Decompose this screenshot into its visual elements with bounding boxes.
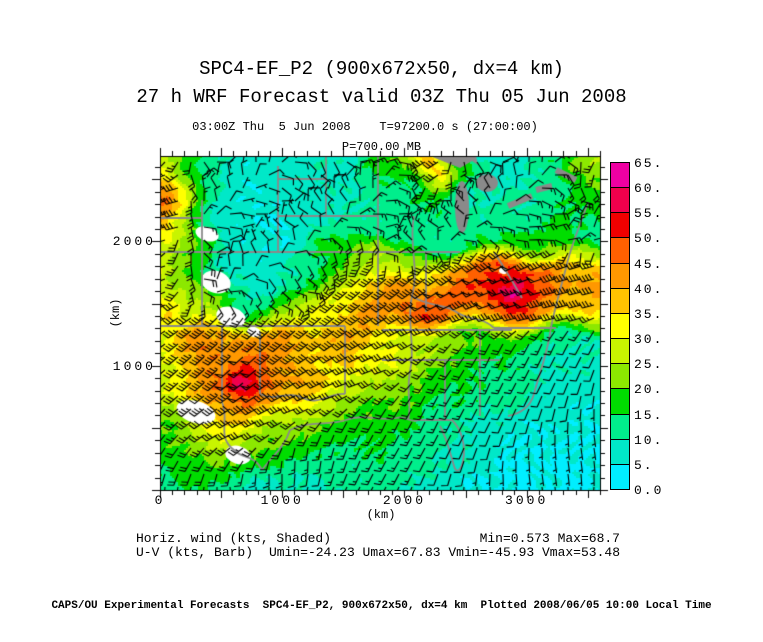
x-tick-label: 1000 (260, 493, 304, 508)
x-tick-label: 2000 (382, 493, 427, 508)
x-tick-label: 3000 (505, 493, 549, 508)
footer-credit-line: CAPS/OU Experimental Forecasts SPC4-EF_P… (51, 600, 712, 612)
colorbar (610, 162, 630, 490)
colorbar-segment (610, 438, 630, 465)
colorbar-segment (610, 463, 630, 490)
shaded-field-label: Horiz. wind (kts, Shaded) (136, 531, 332, 546)
uv-minmax-label: Umin=-24.23 Umax=67.83 Vmin=-45.93 Vmax=… (268, 545, 620, 560)
field-minmax-label: Min=0.573 Max=68.7 (479, 531, 620, 546)
colorbar-segment (610, 262, 630, 289)
colorbar-tick-label: 30. (634, 332, 664, 348)
colorbar-tick-label: 35. (634, 306, 664, 322)
x-tick-label: 0 (154, 493, 166, 508)
colorbar-tick-label: 10. (634, 432, 664, 448)
colorbar-segment (610, 287, 630, 314)
colorbar-segment (610, 237, 630, 264)
wind-speed-map (148, 144, 612, 502)
colorbar-tick-label: 15. (634, 407, 664, 423)
colorbar-tick-label: 20. (634, 382, 664, 398)
colorbar-segment (610, 162, 630, 189)
y-axis-unit-label: (km) (109, 298, 123, 328)
colorbar-segment (610, 312, 630, 340)
colorbar-tick-label: 50. (634, 231, 664, 247)
colorbar-tick-label: 65. (634, 156, 664, 171)
colorbar-segment (610, 212, 630, 239)
colorbar-segment (610, 388, 630, 415)
plot-title-line1: SPC4-EF_P2 (900x672x50, dx=4 km) (199, 58, 564, 80)
colorbar-segment (610, 338, 630, 365)
colorbar-segment (610, 413, 630, 440)
plot-title-line2: 27 h WRF Forecast valid 03Z Thu 05 Jun 2… (136, 86, 627, 108)
colorbar-segment (610, 363, 630, 390)
colorbar-tick-label: 40. (634, 281, 664, 297)
colorbar-segment (610, 187, 630, 214)
y-tick-label: 1000 (112, 358, 156, 374)
colorbar-tick-label: 60. (634, 181, 664, 197)
valid-time-line: 03:00Z Thu 5 Jun 2008 T=97200.0 s (27:00… (192, 120, 538, 134)
colorbar-tick-label: 55. (634, 206, 664, 222)
barb-field-label: U-V (kts, Barb) (136, 545, 254, 560)
colorbar-tick-label: 5. (634, 457, 654, 473)
colorbar-tick-label: 0.0 (634, 483, 664, 498)
y-tick-label: 2000 (112, 234, 156, 250)
x-axis-unit-label: (km) (366, 508, 396, 522)
colorbar-tick-label: 25. (634, 357, 664, 373)
colorbar-tick-label: 45. (634, 256, 664, 272)
